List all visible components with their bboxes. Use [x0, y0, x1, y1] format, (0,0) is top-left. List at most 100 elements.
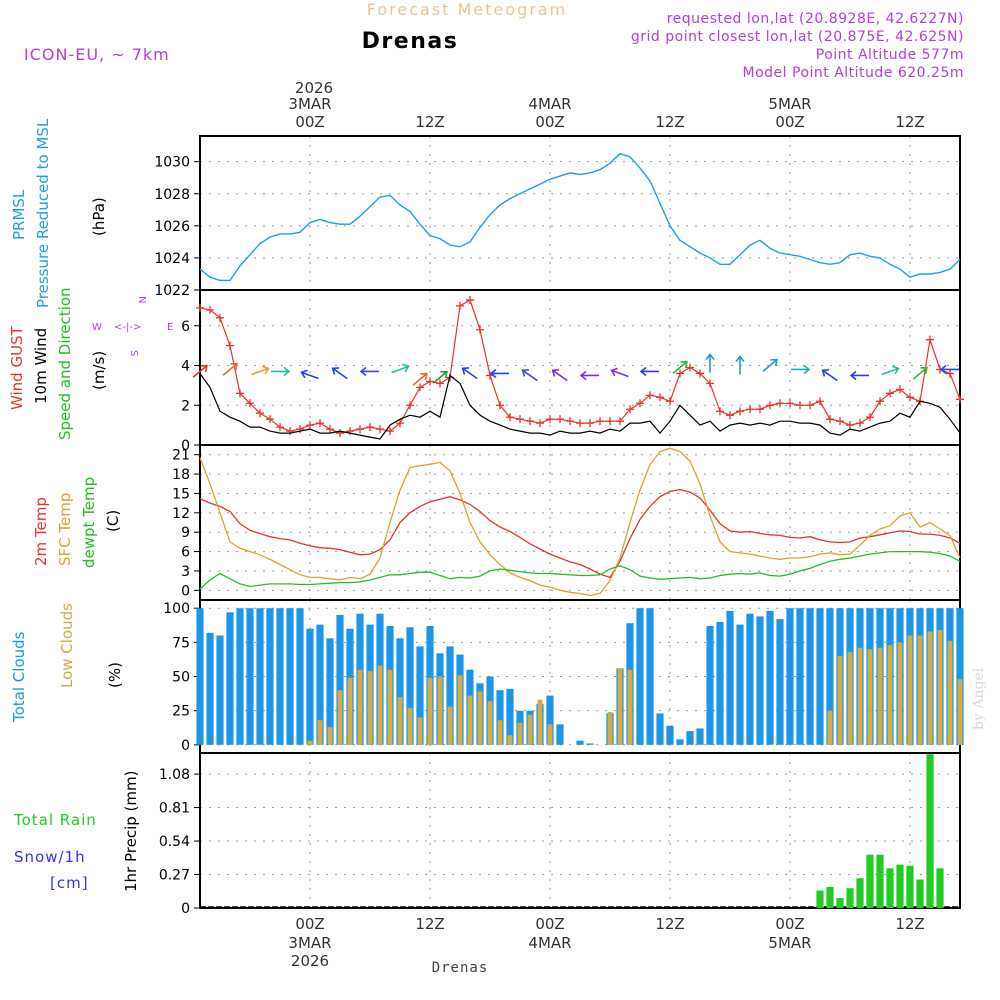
total-cloud-bar	[656, 713, 664, 745]
wind-direction-arrow	[939, 364, 959, 375]
wind-arrow-shape	[300, 369, 319, 380]
wind-arrow-shape	[359, 366, 379, 377]
temperature-ytick-label: 9	[181, 525, 190, 541]
gust-marker	[226, 341, 234, 350]
gust-marker	[416, 383, 424, 392]
gust-marker	[396, 419, 404, 428]
top-time-label: 12Z	[895, 113, 924, 131]
wind-direction-arrow	[849, 370, 869, 381]
wind-direction-arrow	[881, 365, 900, 376]
low-cloud-bar	[327, 727, 333, 745]
wind-arrow-shape	[821, 369, 838, 382]
gust-marker	[906, 393, 914, 402]
total-cloud-bar	[446, 646, 454, 745]
total-cloud-bar	[296, 608, 304, 745]
top-time-label: 12Z	[655, 113, 684, 131]
wind-unit: (m/s)	[90, 351, 108, 390]
gust-marker	[826, 415, 834, 424]
precip-bar	[916, 879, 924, 908]
gust-marker	[216, 313, 224, 322]
low-cloud-bar	[527, 714, 533, 745]
wind-ytick-label: 6	[181, 319, 190, 335]
wind-10m-label: 10m Wind	[32, 328, 50, 404]
gust-marker	[386, 427, 394, 436]
wind-gust-label: Wind GUST	[8, 325, 26, 410]
total-cloud-bar	[756, 616, 764, 745]
bottom-year: 2026	[291, 952, 329, 970]
temp-sfc-label: SFC Temp	[56, 493, 74, 566]
wind-direction-arrow	[821, 369, 838, 382]
low-cloud-bar	[337, 690, 343, 745]
wind-arrow-shape	[849, 370, 869, 381]
low-cloud-bar	[437, 676, 443, 745]
dir-legend-arrows: <-|->	[114, 322, 141, 333]
wind-arrow-shape	[551, 369, 568, 382]
point-altitude: Point Altitude 577m	[816, 47, 964, 63]
wind-direction-arrow	[521, 369, 538, 382]
wind-arrow-shape	[391, 363, 410, 374]
model-altitude: Model Point Altitude 620.25m	[743, 65, 964, 81]
temperature-ytick-label: 12	[172, 506, 190, 522]
wind-arrow-shape	[412, 372, 428, 386]
gust-marker	[876, 397, 884, 406]
precip-bar	[826, 886, 834, 908]
low-cloud-bar	[467, 695, 473, 745]
gust-marker	[766, 401, 774, 410]
wind-line	[199, 373, 961, 440]
clouds-ytick-label: 25	[172, 704, 190, 720]
total-cloud-bar	[746, 613, 754, 745]
total-cloud-bar	[326, 638, 334, 745]
low-cloud-bar	[487, 701, 493, 745]
gust-marker	[626, 405, 634, 414]
total-cloud-bar	[816, 608, 824, 745]
gust-marker	[196, 303, 204, 312]
gust-marker	[666, 397, 674, 406]
total-cloud-bar	[786, 608, 794, 745]
wind-arrow-shape	[610, 367, 629, 378]
pressure-label-long: Pressure Reduced to MSL	[34, 118, 52, 308]
low-cloud-bar	[477, 691, 483, 745]
gust-marker	[926, 335, 934, 344]
total-cloud-bar	[686, 731, 694, 745]
top-time-label: 00Z	[775, 113, 804, 131]
cloud-labels: Total Clouds Low Clouds (%)	[10, 603, 124, 723]
total-cloud-bar	[336, 615, 344, 745]
low-cloud-bar	[857, 647, 863, 745]
gust-marker	[206, 305, 214, 314]
gust-marker	[786, 399, 794, 408]
dir-legend-north: N	[136, 296, 147, 303]
wind-direction-arrow	[735, 355, 745, 375]
low-cloud-bar	[517, 722, 523, 745]
precip-bar	[846, 888, 854, 908]
total-cloud-bar	[226, 612, 234, 745]
precip-axis-label: 1hr Precip (mm)	[122, 771, 140, 892]
low-cloud-bar	[827, 710, 833, 745]
bottom-time-label: 00Z	[775, 915, 804, 933]
precip-bar	[906, 865, 914, 908]
total-cloud-bar	[216, 635, 224, 745]
requested-point: requested lon,lat (20.8928E, 42.6227N)	[667, 11, 964, 27]
wind-direction-arrow	[331, 367, 348, 380]
wind-arrow-shape	[432, 370, 448, 384]
wind-direction-arrow	[762, 358, 778, 372]
gust-marker	[536, 419, 544, 428]
precip-ytick-label: 0.81	[159, 801, 190, 817]
wind-speed-dir-label: Speed and Direction	[56, 287, 74, 440]
gust-marker	[426, 377, 434, 386]
watermark: by Angel	[971, 667, 987, 730]
gust-marker	[546, 415, 554, 424]
rain-label: Total Rain	[13, 811, 97, 829]
gust-marker	[696, 369, 704, 378]
pressure-ytick-label: 1028	[154, 187, 190, 203]
dir-legend-south: S	[128, 350, 139, 356]
wind-direction-arrow	[791, 364, 811, 375]
precip-panel: 0 0.27 0.54 0.81 1.08	[159, 752, 961, 917]
low-cloud-bar	[627, 669, 633, 745]
gust-marker	[646, 391, 654, 400]
low-cloud-bar	[497, 720, 503, 745]
precip-frame	[199, 752, 961, 909]
gust-marker	[636, 399, 644, 408]
pressure-ytick-label: 1030	[154, 155, 190, 171]
gust-marker	[686, 363, 694, 372]
low-cloud-bar	[847, 651, 853, 745]
